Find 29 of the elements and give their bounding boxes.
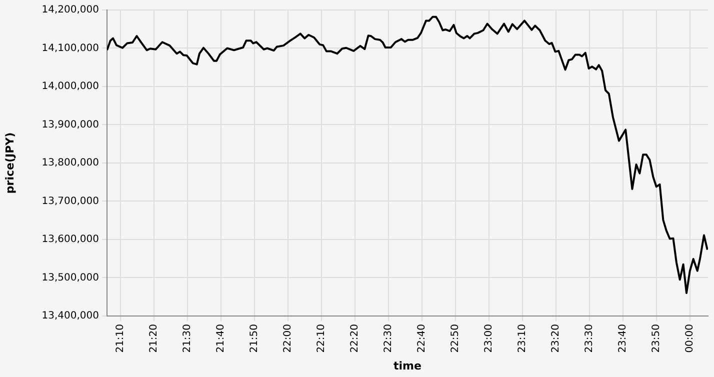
x-tick-label: 23:00 [484, 324, 494, 353]
x-tick-label: 23:30 [584, 324, 595, 353]
x-tick-label: 22:40 [416, 324, 428, 353]
x-tick-label: 21:40 [216, 324, 226, 353]
x-tick-label: 21:50 [248, 324, 260, 353]
x-tick-label: 22:50 [450, 324, 461, 353]
y-tick-label: 13,800,000 [42, 158, 99, 169]
x-tick-label: 23:20 [550, 324, 562, 353]
y-axis-title: price(JPY) [3, 132, 16, 194]
y-tick-label: 13,500,000 [42, 272, 99, 284]
x-tick-label: 21:30 [182, 324, 193, 353]
y-tick-label: 13,400,000 [42, 310, 99, 322]
x-tick-label: 00:00 [684, 324, 696, 353]
y-tick-label: 13,600,000 [42, 234, 99, 246]
x-tick-label: 22:20 [349, 324, 360, 353]
x-axis-title: time [394, 359, 422, 372]
x-tick-label: 22:10 [316, 324, 328, 353]
x-tick-label: 23:10 [517, 324, 528, 353]
y-tick-label: 14,100,000 [42, 42, 99, 54]
y-tick-label: 13,700,000 [42, 196, 99, 207]
x-tick-label: 21:10 [115, 324, 126, 353]
x-tick-label: 21:20 [148, 324, 160, 353]
x-tick-label: 22:00 [282, 324, 294, 353]
y-tick-label: 14,200,000 [42, 4, 99, 16]
y-tick-label: 14,000,000 [42, 81, 99, 92]
x-tick-label: 23:40 [618, 324, 629, 353]
x-tick-label: 22:30 [383, 324, 394, 353]
x-tick-label: 23:50 [650, 324, 662, 353]
y-tick-label: 13,900,000 [42, 119, 99, 130]
